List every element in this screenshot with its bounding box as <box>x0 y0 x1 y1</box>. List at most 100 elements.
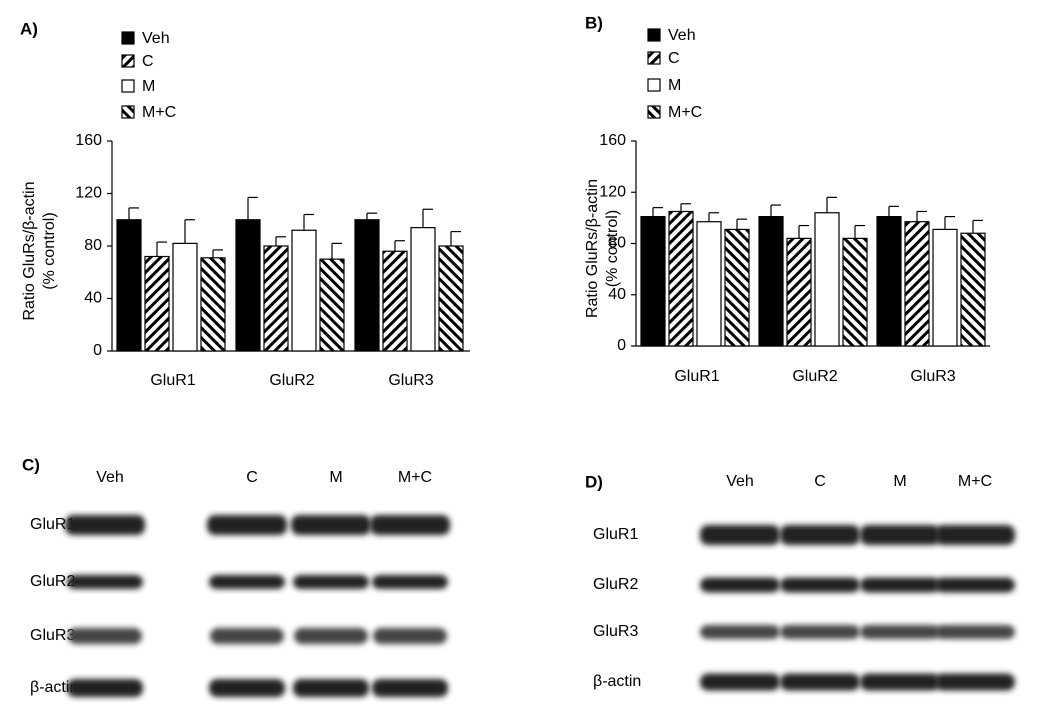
row-label: GluR3 <box>30 627 75 644</box>
blot-band <box>780 525 860 545</box>
lane-label: Veh <box>96 469 124 486</box>
panel-label: A) <box>20 19 38 38</box>
blot-band <box>935 625 1015 639</box>
blot-band <box>373 628 447 644</box>
blot-band <box>65 515 145 535</box>
bar <box>758 215 784 347</box>
x-tick-label: GluR2 <box>269 372 314 389</box>
legend-swatch <box>121 105 135 119</box>
blot-band <box>207 515 287 535</box>
y-tick-label: 120 <box>75 185 102 202</box>
x-tick-label: GluR3 <box>910 368 955 385</box>
bar <box>960 232 986 347</box>
bar <box>724 228 750 347</box>
x-tick-label: GluR3 <box>388 372 433 389</box>
blot-band <box>293 575 369 589</box>
blot-band <box>860 625 940 639</box>
bar <box>172 242 198 352</box>
legend-label: Veh <box>142 30 170 47</box>
blot-band <box>209 575 285 589</box>
y-tick-label: 40 <box>84 290 102 307</box>
bar <box>263 245 289 352</box>
blot-band <box>935 673 1015 691</box>
y-axis-label: (% control) <box>604 210 621 287</box>
y-tick-label: 80 <box>608 235 626 252</box>
legend-label: C <box>668 50 680 67</box>
blot-band <box>68 628 142 644</box>
bar <box>814 212 840 347</box>
blot-band <box>291 515 371 535</box>
bar <box>382 250 408 352</box>
legend-swatch <box>647 78 661 92</box>
blot-band <box>700 673 780 691</box>
blot-band <box>780 673 860 691</box>
blot-band <box>780 625 860 639</box>
bar <box>438 245 464 352</box>
row-label: GluR1 <box>30 516 75 533</box>
row-label: GluR2 <box>593 576 638 593</box>
lane-label: M+C <box>958 473 992 490</box>
y-tick-label: 160 <box>599 132 626 149</box>
blot-band <box>700 577 780 593</box>
y-tick-label: 120 <box>599 183 626 200</box>
row-label: β-actin <box>30 679 78 696</box>
bar <box>876 215 902 347</box>
lane-label: M <box>329 469 342 486</box>
x-tick-label: GluR1 <box>674 368 719 385</box>
blot-band <box>67 679 143 697</box>
bar <box>410 227 436 352</box>
legend-label: C <box>142 53 154 70</box>
legend-label: M+C <box>668 104 702 121</box>
legend-swatch <box>647 28 661 42</box>
blot-band <box>294 628 368 644</box>
blot-band <box>935 525 1015 545</box>
blot-band <box>210 628 284 644</box>
y-axis-label: Ratio GluRs/β-actin <box>584 179 601 318</box>
panel-label: C) <box>22 455 40 474</box>
bar <box>235 219 261 352</box>
blot-band <box>700 525 780 545</box>
blot-band <box>370 515 450 535</box>
legend-label: M <box>142 78 155 95</box>
legend-swatch <box>647 105 661 119</box>
row-label: GluR1 <box>593 526 638 543</box>
y-tick-label: 80 <box>84 237 102 254</box>
legend-label: M <box>668 77 681 94</box>
y-tick-label: 0 <box>617 337 626 354</box>
legend-label: Veh <box>668 27 696 44</box>
legend-swatch <box>121 31 135 45</box>
blot-band <box>67 575 143 589</box>
bar <box>354 219 380 352</box>
bar <box>904 221 930 347</box>
y-tick-label: 0 <box>93 342 102 359</box>
y-axis-label: Ratio GluRs/β-actin <box>21 181 38 320</box>
row-label: β-actin <box>593 673 641 690</box>
x-tick-label: GluR2 <box>792 368 837 385</box>
y-tick-label: 40 <box>608 286 626 303</box>
bar <box>319 258 345 352</box>
lane-label: M+C <box>398 469 432 486</box>
blot-band <box>780 577 860 593</box>
panel-label: B) <box>585 13 603 32</box>
bar <box>144 255 170 352</box>
legend-swatch <box>121 79 135 93</box>
lane-label: C <box>814 473 826 490</box>
legend-swatch <box>121 54 135 68</box>
blot-band <box>372 575 448 589</box>
lane-label: C <box>246 469 258 486</box>
bar <box>696 221 722 347</box>
bar <box>200 257 226 352</box>
bar <box>291 229 317 352</box>
lane-label: M <box>893 473 906 490</box>
blot-band <box>293 679 369 697</box>
bar <box>668 210 694 347</box>
x-tick-label: GluR1 <box>150 372 195 389</box>
row-label: GluR2 <box>30 573 75 590</box>
blot-band <box>935 577 1015 593</box>
bar <box>786 237 812 347</box>
blot-band <box>860 577 940 593</box>
blot-band <box>700 625 780 639</box>
bar <box>932 228 958 347</box>
